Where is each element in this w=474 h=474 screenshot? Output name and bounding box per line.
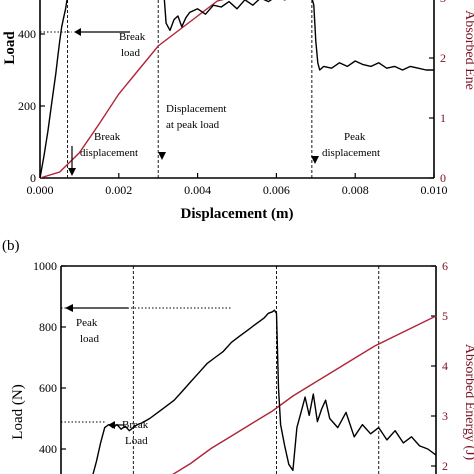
panel-b-y-axis-title: Load (N): [10, 384, 26, 439]
panel-b-peak-load-annotation: Peak load: [65, 304, 128, 345]
panel-a-right-y-tick-label: 1: [440, 111, 446, 125]
panel-b-y-tick-label: 800: [39, 320, 57, 334]
panel-b-load-series: [92, 309, 437, 474]
panel-a-right-axis-title: Absorbed Ene: [462, 10, 474, 90]
peak-load-arrowhead: [65, 304, 73, 312]
panel-a-x-tick-label: 0.002: [105, 183, 132, 197]
break-load-arrowhead: [74, 28, 81, 36]
break-load-label: Break: [119, 31, 146, 43]
panel-a-x-tick-label: 0.008: [342, 183, 369, 197]
panel-b-y-tick-label: 600: [39, 381, 57, 395]
panel-a-right-y-ticks: 0 1 2 3: [429, 0, 446, 185]
panel-a-break-load-annotation: Break load: [74, 28, 146, 59]
panel-a: 0.000 0.002 0.004 0.006 0.008 0.010 0 200 400 0…: [2, 0, 474, 222]
panel-b-y-tick-label: 400: [39, 442, 57, 456]
panel-a-y-tick-label: 0: [30, 171, 36, 185]
panel-a-y-ticks: 0 200 400: [18, 27, 45, 185]
panel-a-right-y-tick-label: 3: [440, 0, 446, 5]
panel-a-peak-load-displacement-annotation: Displacement at peak load: [158, 103, 226, 160]
panel-a-right-y-tick-label: 0: [440, 171, 446, 185]
panel-b-energy-series: [172, 315, 437, 474]
panel-b-right-y-tick-label: 2: [442, 459, 448, 473]
panel-b-break-load-annotation: Break Load: [108, 419, 149, 447]
break-load-b-label-2: Load: [125, 435, 148, 447]
break-displacement-label-2: displacement: [80, 147, 138, 159]
break-load-b-arrowhead: [108, 421, 115, 429]
panel-a-peak-displacement-annotation: Peak displacement: [311, 131, 380, 164]
displacement-peak-load-label: Displacement: [166, 103, 226, 115]
panel-a-load-series: [39, 0, 434, 179]
peak-displacement-label: Peak: [344, 131, 366, 143]
panel-b-right-y-tick-label: 3: [442, 409, 448, 423]
break-displacement-label: Break: [94, 131, 121, 143]
displacement-peak-load-arrowhead: [158, 152, 166, 160]
panel-b-label: (b): [2, 238, 20, 254]
panel-a-y-tick-label: 200: [18, 99, 36, 113]
panel-b-right-y-ticks: 2 3 4 5 6: [431, 259, 448, 473]
panel-a-x-tick-label: 0.010: [421, 183, 448, 197]
panel-b: (b) 400 600 800 1000 2 3 4 5 6 Load (N) Absorbe…: [2, 238, 474, 474]
panel-a-x-tick-label: 0.004: [184, 183, 211, 197]
break-displacement-arrowhead: [68, 168, 76, 176]
panel-b-right-axis-title: Absorbed Energy (J): [462, 344, 474, 461]
panel-a-y-axis-title: Load: [2, 31, 18, 65]
panel-b-right-y-tick-label: 6: [442, 259, 448, 273]
panel-b-event-lines: [132, 266, 380, 474]
panel-a-x-ticks: 0.000 0.002 0.004 0.006 0.008 0.010: [27, 173, 448, 197]
break-load-b-label: Break: [122, 419, 149, 431]
panel-b-right-y-tick-label: 4: [442, 359, 448, 373]
peak-load-label: Peak: [76, 317, 98, 329]
panel-a-right-y-tick-label: 2: [440, 51, 446, 65]
displacement-peak-load-label-2: at peak load: [166, 119, 220, 131]
peak-load-label-2: load: [80, 333, 99, 345]
panel-a-energy-series: [39, 0, 225, 179]
panel-a-x-tick-label: 0.000: [27, 183, 54, 197]
break-load-label-2: load: [121, 47, 140, 59]
panel-b-y-tick-label: 1000: [33, 259, 57, 273]
panel-b-y-ticks: 400 600 800 1000: [33, 259, 66, 456]
panel-a-y-tick-label: 400: [18, 27, 36, 41]
panel-a-x-tick-label: 0.006: [263, 183, 290, 197]
peak-displacement-label-2: displacement: [322, 147, 380, 159]
panel-a-break-displacement-annotation: Break displacement: [68, 131, 138, 176]
peak-displacement-arrowhead: [311, 156, 319, 164]
panel-a-x-axis-title: Displacement (m): [181, 206, 294, 222]
panel-b-right-y-tick-label: 5: [442, 309, 448, 323]
